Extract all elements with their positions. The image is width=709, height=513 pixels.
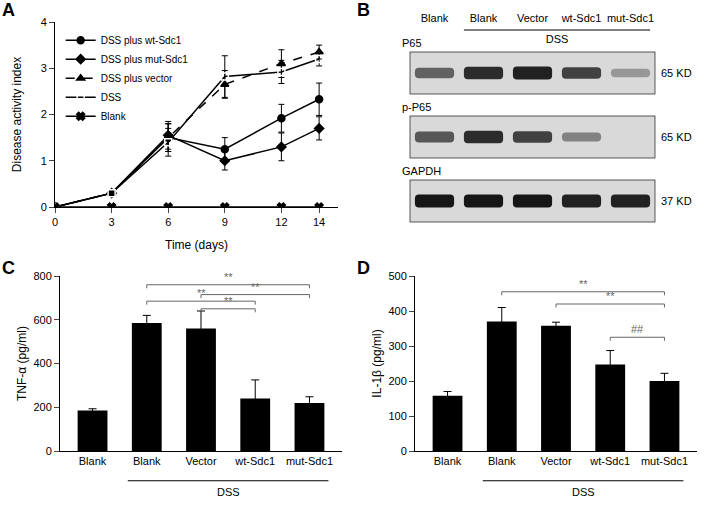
svg-text:Vector: Vector xyxy=(540,455,572,467)
svg-text:0: 0 xyxy=(41,201,47,213)
svg-text:9: 9 xyxy=(222,216,228,228)
svg-text:##: ## xyxy=(631,323,644,335)
svg-text:Vector: Vector xyxy=(185,455,217,467)
svg-text:wt-Sdc1: wt-Sdc1 xyxy=(561,12,602,24)
svg-text:Blank: Blank xyxy=(79,455,107,467)
svg-text:14: 14 xyxy=(313,216,325,228)
svg-text:DSS: DSS xyxy=(572,486,595,498)
svg-text:3: 3 xyxy=(109,216,115,228)
svg-text:600: 600 xyxy=(33,314,51,326)
svg-text:Blank: Blank xyxy=(133,455,161,467)
svg-text:200: 200 xyxy=(33,401,51,413)
svg-text:TNF-α (pg/ml): TNF-α (pg/ml) xyxy=(15,326,29,401)
svg-text:DSS plus mut-Sdc1: DSS plus mut-Sdc1 xyxy=(101,54,189,65)
svg-text:6: 6 xyxy=(165,216,171,228)
svg-text:DSS plus wt-Sdc1: DSS plus wt-Sdc1 xyxy=(101,35,182,46)
svg-text:**: ** xyxy=(251,281,260,293)
svg-text:65 KD: 65 KD xyxy=(661,67,692,79)
svg-text:DSS: DSS xyxy=(546,33,569,45)
svg-text:Disease activity index: Disease activity index xyxy=(10,57,24,172)
svg-text:GAPDH: GAPDH xyxy=(402,165,441,177)
svg-text:0: 0 xyxy=(46,445,52,457)
svg-text:P65: P65 xyxy=(402,37,422,49)
svg-text:Blank: Blank xyxy=(470,12,498,24)
svg-text:1: 1 xyxy=(41,155,47,167)
svg-text:**: ** xyxy=(197,287,206,299)
html-text:B: B xyxy=(357,0,370,20)
svg-text:65 KD: 65 KD xyxy=(661,131,692,143)
html-text:C: C xyxy=(2,258,15,278)
svg-text:400: 400 xyxy=(33,357,51,369)
svg-text:mut-Sdc1: mut-Sdc1 xyxy=(286,455,333,467)
svg-text:300: 300 xyxy=(388,340,406,352)
svg-text:Time (days): Time (days) xyxy=(165,238,228,252)
svg-text:Blank: Blank xyxy=(434,455,462,467)
svg-text:IL-1β (pg/ml): IL-1β (pg/ml) xyxy=(370,329,384,397)
svg-text:**: ** xyxy=(579,278,588,290)
svg-text:p-P65: p-P65 xyxy=(402,101,431,113)
svg-text:Blank: Blank xyxy=(421,12,449,24)
svg-text:2: 2 xyxy=(41,108,47,120)
svg-text:**: ** xyxy=(606,290,615,302)
svg-text:100: 100 xyxy=(388,410,406,422)
svg-text:DSS: DSS xyxy=(101,92,122,103)
html-text:D: D xyxy=(357,258,370,278)
svg-text:Blank: Blank xyxy=(101,111,127,122)
svg-text:mut-Sdc1: mut-Sdc1 xyxy=(641,455,688,467)
svg-text:**: ** xyxy=(224,295,233,307)
svg-text:0: 0 xyxy=(52,216,58,228)
svg-text:DSS: DSS xyxy=(217,486,240,498)
html-text:A: A xyxy=(2,0,15,20)
svg-text:Vector: Vector xyxy=(517,12,549,24)
svg-text:Blank: Blank xyxy=(488,455,516,467)
svg-text:400: 400 xyxy=(388,305,406,317)
svg-text:0: 0 xyxy=(401,445,407,457)
svg-text:800: 800 xyxy=(33,270,51,282)
svg-text:3: 3 xyxy=(41,62,47,74)
svg-text:wt-Sdc1: wt-Sdc1 xyxy=(234,455,275,467)
svg-text:wt-Sdc1: wt-Sdc1 xyxy=(589,455,630,467)
svg-text:DSS plus vector: DSS plus vector xyxy=(101,73,173,84)
svg-text:4: 4 xyxy=(41,16,47,28)
svg-text:mut-Sdc1: mut-Sdc1 xyxy=(607,12,654,24)
svg-text:500: 500 xyxy=(388,270,406,282)
svg-text:200: 200 xyxy=(388,375,406,387)
svg-text:12: 12 xyxy=(275,216,287,228)
svg-text:37 KD: 37 KD xyxy=(661,195,692,207)
svg-text:**: ** xyxy=(224,271,233,283)
